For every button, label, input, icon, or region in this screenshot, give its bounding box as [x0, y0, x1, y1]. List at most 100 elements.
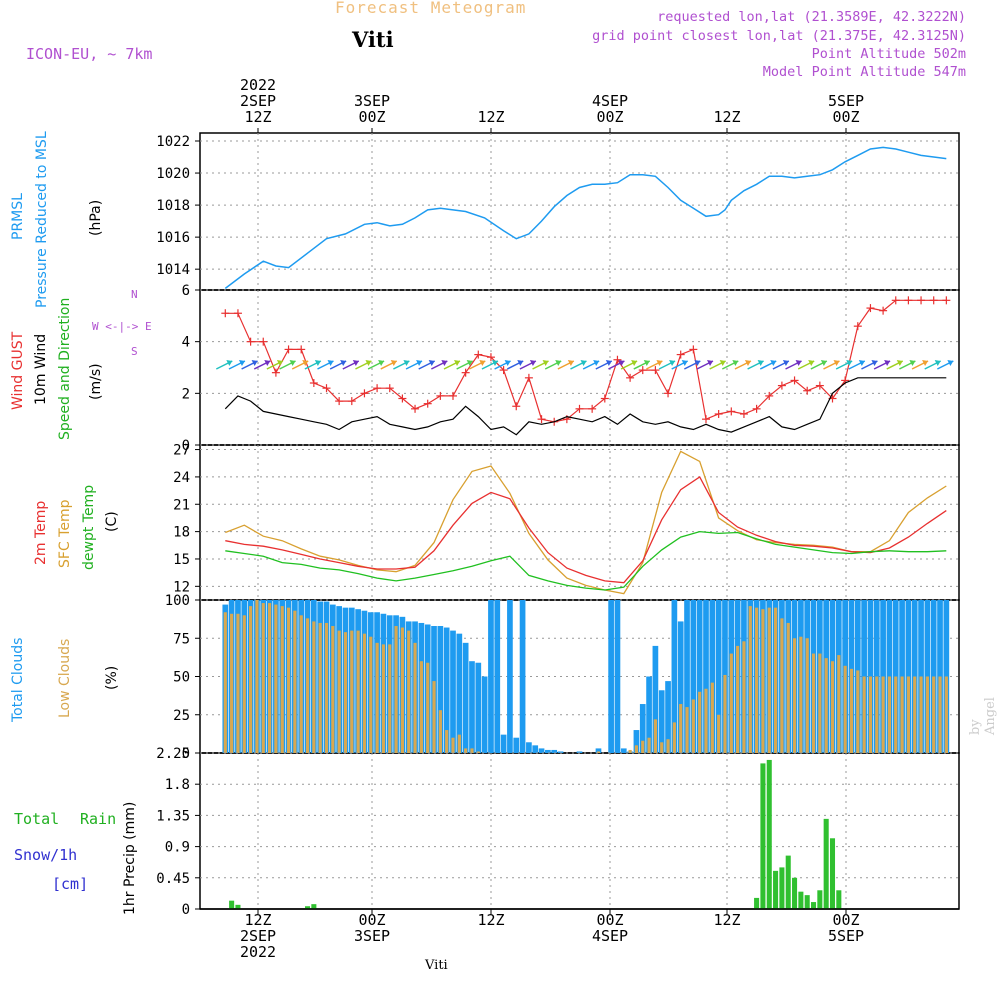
wind-arrowhead-16 [428, 360, 435, 366]
time-bottom-label-0-l3: 2022 [239, 943, 277, 961]
model-name: ICON-EU, ~ 7km [26, 45, 153, 63]
total-cloud-bar-42 [488, 600, 494, 753]
low-cloud-bar-97 [837, 655, 841, 753]
wind-arrowhead-3 [264, 360, 271, 366]
sfc-temp-line [225, 450, 947, 595]
low-cloud-bar-28 [400, 627, 404, 753]
low-cloud-bar-96 [830, 661, 835, 753]
low-cloud-bar-15 [318, 622, 322, 753]
low-cloud-bar-88 [780, 618, 784, 753]
low-cloud-bar-4 [249, 606, 253, 753]
wind-arrowhead-20 [479, 360, 486, 366]
low-cloud-bar-32 [426, 662, 430, 753]
low-cloud-bar-31 [419, 661, 423, 753]
y-tick-label-1-1: 2 [182, 386, 190, 402]
total-cloud-bar-73 [684, 600, 690, 753]
wind-arrowhead-6 [302, 360, 309, 366]
low-cloud-bar-75 [698, 691, 702, 753]
wind-arrowhead-10 [352, 360, 359, 366]
low-cloud-bar-24 [375, 642, 379, 753]
low-cloud-bar-89 [786, 622, 790, 753]
low-cloud-bar-17 [331, 626, 335, 753]
low-cloud-bar-70 [666, 739, 670, 753]
chart-title: Forecast Meteogram [335, 0, 527, 17]
wind-arrowhead-28 [580, 360, 587, 366]
wind-arrowhead-13 [390, 360, 397, 366]
total-cloud-bar-39 [469, 661, 475, 753]
wind-arrowhead-39 [719, 360, 726, 366]
time-bottom-label-3-l2: 4SEP [591, 927, 629, 945]
low-cloud-bar-82 [742, 641, 746, 753]
wind-arrowhead-12 [378, 360, 385, 366]
low-cloud-bar-66 [641, 740, 645, 753]
y-tick-label-1-3: 6 [182, 283, 190, 299]
time-bottom-label-5-l1: 00Z [832, 911, 860, 929]
rain-bar-8 [779, 867, 785, 909]
total-cloud-bar-59 [595, 748, 602, 753]
low-cloud-bar-79 [723, 674, 727, 753]
wind-arrowhead-4 [276, 360, 283, 366]
total-cloud-bar-70 [665, 681, 671, 753]
low-cloud-bar-27 [394, 626, 398, 753]
wind-arrowhead-31 [618, 360, 625, 366]
y-tick-label-0-3: 1020 [156, 166, 190, 182]
low-cloud-bar-35 [445, 730, 449, 753]
total-cloud-bar-67 [646, 676, 652, 753]
total-cloud-bar-77 [709, 600, 716, 753]
panel-frame-0 [199, 132, 960, 291]
rain-bar-12 [804, 895, 810, 909]
wind-arrowhead-55 [922, 360, 929, 366]
total-cloud-bar-48 [526, 742, 532, 753]
low-cloud-bar-38 [464, 748, 468, 753]
low-cloud-bar-77 [710, 682, 714, 753]
wind-arrowhead-2 [251, 360, 258, 366]
low-cloud-bar-107 [900, 676, 904, 753]
wind-arrowhead-11 [365, 360, 372, 366]
pressure-line [224, 146, 947, 289]
low-cloud-bar-64 [628, 749, 632, 753]
wind-arrowhead-40 [732, 360, 739, 366]
time-bottom-label-0-l1: 12Z [244, 911, 272, 929]
total-cloud-bar-61 [608, 600, 614, 753]
rain-bar-5 [760, 763, 766, 909]
y-tick-label-4-5: 2.25 [156, 746, 190, 762]
low-cloud-bar-12 [299, 615, 303, 753]
point-altitude: Point Altitude 502m [811, 46, 966, 62]
total-cloud-bar-38 [462, 642, 469, 753]
low-cloud-bar-86 [767, 607, 771, 753]
wind-arrowhead-8 [327, 360, 334, 366]
low-cloud-bar-5 [255, 600, 259, 753]
low-cloud-bar-99 [849, 668, 854, 753]
wind-arrowhead-25 [542, 360, 549, 366]
low-cloud-bar-30 [413, 642, 417, 753]
low-cloud-bar-73 [685, 707, 689, 753]
low-cloud-bar-103 [875, 676, 879, 753]
low-cloud-bar-40 [476, 751, 480, 753]
y-tick-label-2-1: 15 [173, 552, 190, 568]
y-tick-label-2-3: 21 [173, 497, 190, 513]
total-cloud-bar-47 [519, 600, 526, 753]
wind-arrowhead-46 [808, 360, 815, 366]
time-top-label-1-l2: 3SEP [353, 92, 391, 110]
time-bottom-label-0-l2: 2SEP [239, 927, 277, 945]
rain-bar-16 [829, 838, 836, 909]
wind-arrowhead-57 [947, 360, 954, 366]
y-tick-label-4-3: 1.35 [156, 808, 190, 824]
low-cloud-bar-80 [729, 653, 733, 753]
low-cloud-bar-91 [799, 636, 803, 753]
model-altitude: Model Point Altitude 547m [762, 64, 966, 80]
y-tick-label-4-0: 0 [182, 902, 190, 918]
dewpt-line [225, 530, 947, 591]
time-top-label-0-l1: 2022 [239, 76, 277, 94]
low-cloud-bar-26 [388, 644, 392, 753]
total-cloud-bar-74 [690, 600, 697, 753]
compass-s: S [131, 345, 138, 358]
y-tick-label-0-0: 1014 [156, 262, 190, 278]
low-cloud-bar-6 [261, 603, 265, 753]
wind-arrowhead-47 [820, 360, 827, 366]
total-rain-label-rain: Rain [80, 810, 117, 828]
wind-arrowhead-15 [416, 360, 423, 366]
rain-bar-3 [311, 904, 317, 909]
total-cloud-bar-34 [437, 626, 444, 753]
low-cloud-bar-94 [818, 653, 822, 753]
